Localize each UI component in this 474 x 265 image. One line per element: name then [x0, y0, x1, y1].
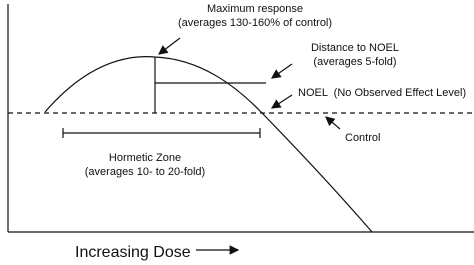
arrow — [270, 94, 293, 109]
arrow — [271, 63, 293, 79]
arrow — [325, 116, 341, 130]
label: Distance to NOEL — [311, 42, 399, 54]
label: Hormetic Zone — [109, 152, 181, 164]
label: NOEL (No Observed Effect Level) — [298, 87, 466, 99]
label: (averages 5-fold) — [313, 56, 396, 68]
response-curve — [44, 56, 373, 233]
arrow — [158, 37, 181, 55]
x-axis-label: Increasing Dose — [75, 244, 191, 261]
label: (averages 130-160% of control) — [178, 17, 332, 29]
label: Maximum response — [207, 3, 303, 15]
label: Control — [345, 132, 380, 144]
label: (averages 10- to 20-fold) — [85, 166, 205, 178]
